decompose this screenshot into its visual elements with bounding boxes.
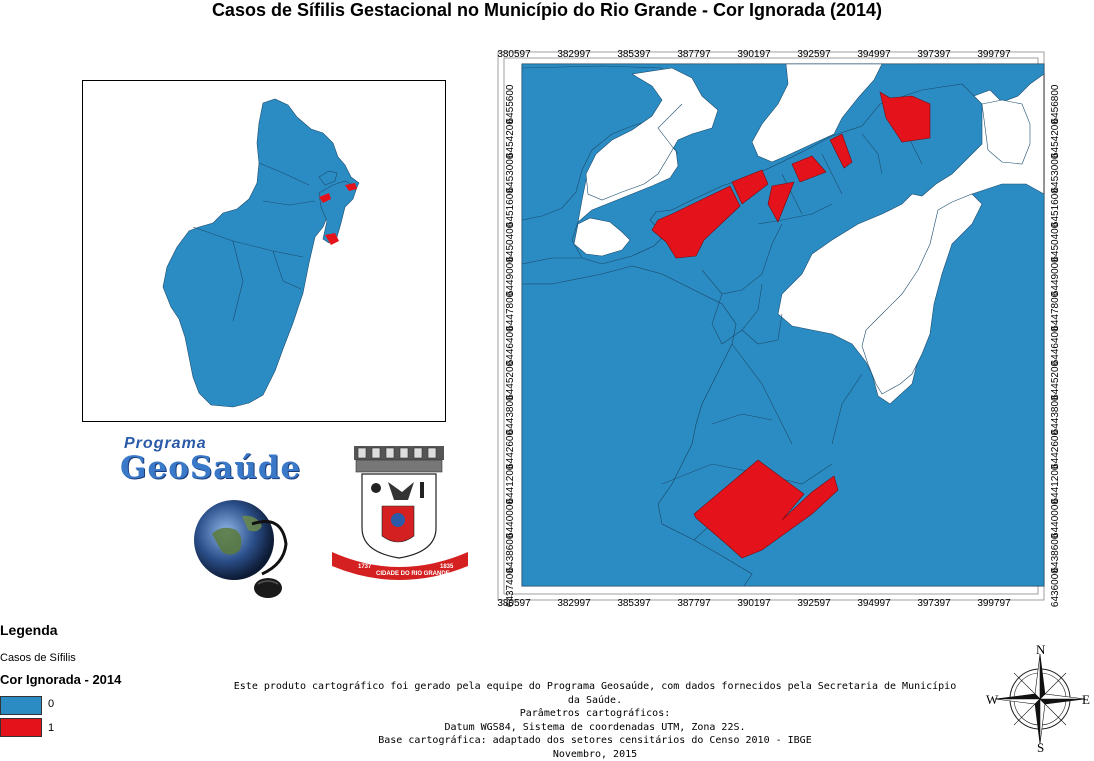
credits-line: Este produto cartográfico foi gerado pel… bbox=[230, 680, 960, 707]
seal-year-left: 1737 bbox=[358, 564, 372, 570]
compass-rose-icon: N S E W bbox=[986, 642, 1092, 753]
legend-swatch-1 bbox=[0, 718, 42, 737]
x-tick-top-label: 390197 bbox=[737, 49, 771, 60]
y-tick-right-label: 6436000 bbox=[1050, 568, 1061, 607]
y-tick-right-label: 6445200 bbox=[1050, 360, 1061, 399]
overview-map bbox=[82, 80, 446, 422]
overview-map-svg bbox=[83, 81, 445, 421]
legend-swatch-0 bbox=[0, 696, 42, 715]
main-map: 380597 382997 385397 387797 390197 392597 3949… bbox=[482, 44, 1072, 610]
credits-line: Base cartográfica: adaptado dos setores … bbox=[230, 734, 960, 748]
credits-line: Parâmetros cartográficos: bbox=[230, 707, 960, 721]
y-tick-right-label: 6442600 bbox=[1050, 430, 1061, 469]
y-tick-right-label: 6450400 bbox=[1050, 222, 1061, 261]
seal-band-text: CIDADE DO RIO GRANDE bbox=[376, 571, 450, 577]
y-tick-left-label: 6442600 bbox=[505, 430, 516, 469]
y-tick-right-label: 6449000 bbox=[1050, 257, 1061, 296]
x-tick-top-label: 399797 bbox=[977, 49, 1011, 60]
y-tick-left-label: 6455600 bbox=[505, 84, 516, 123]
y-tick-left-label: 6451600 bbox=[505, 188, 516, 227]
seal-year-right: 1835 bbox=[440, 564, 454, 570]
legend-label-1: 1 bbox=[48, 722, 54, 734]
x-tick-top-label: 397397 bbox=[917, 49, 951, 60]
x-tick-top-label: 392597 bbox=[797, 49, 831, 60]
y-tick-left-label: 6447800 bbox=[505, 291, 516, 330]
x-tick-top-label: 382997 bbox=[557, 49, 591, 60]
x-tick-bottom-label: 385397 bbox=[617, 598, 651, 609]
compass-w: W bbox=[986, 692, 999, 707]
y-tick-left-label: 6446400 bbox=[505, 326, 516, 365]
credits-line: Datum WGS84, Sistema de coordenadas UTM,… bbox=[230, 721, 960, 735]
legend-title: Legenda bbox=[0, 622, 58, 638]
y-tick-left-label: 6453000 bbox=[505, 153, 516, 192]
y-tick-right-label: 6454200 bbox=[1050, 119, 1061, 158]
y-ticks-right: 6456800645420064530006451600645040064490… bbox=[1050, 84, 1061, 607]
legend-layer-name: Cor Ignorada - 2014 bbox=[0, 672, 121, 687]
x-tick-bottom-label: 392597 bbox=[797, 598, 831, 609]
y-tick-right-label: 6441200 bbox=[1050, 464, 1061, 503]
x-tick-top-label: 380597 bbox=[497, 49, 531, 60]
x-tick-bottom-label: 397397 bbox=[917, 598, 951, 609]
main-map-svg: 380597 382997 385397 387797 390197 392597 3949… bbox=[482, 44, 1072, 610]
y-tick-left-label: 6441200 bbox=[505, 464, 516, 503]
x-tick-top-label: 394997 bbox=[857, 49, 891, 60]
y-tick-left-label: 6437400 bbox=[505, 568, 516, 607]
compass-e: E bbox=[1082, 692, 1090, 707]
y-tick-left-label: 6443800 bbox=[505, 395, 516, 434]
legend-subtitle: Casos de Sífilis bbox=[0, 652, 76, 664]
y-tick-left-label: 6440000 bbox=[505, 499, 516, 538]
city-seal-logo: 1737 CIDADE DO RIO GRANDE 1835 bbox=[328, 444, 478, 584]
y-tick-right-label: 6446400 bbox=[1050, 326, 1061, 365]
compass-n: N bbox=[1036, 642, 1046, 657]
y-tick-right-label: 6438600 bbox=[1050, 533, 1061, 572]
map-title: Casos de Sífilis Gestacional no Municípi… bbox=[0, 0, 1094, 20]
y-tick-left-label: 6449000 bbox=[505, 257, 516, 296]
x-tick-bottom-label: 394997 bbox=[857, 598, 891, 609]
credits-line: Novembro, 2015 bbox=[230, 748, 960, 761]
y-tick-right-label: 6456800 bbox=[1050, 84, 1061, 123]
y-tick-right-label: 6440000 bbox=[1050, 499, 1061, 538]
y-tick-right-label: 6447800 bbox=[1050, 291, 1061, 330]
globe-mouse-logo bbox=[192, 494, 292, 604]
x-ticks-top: 380597 382997 385397 387797 390197 392597 3949… bbox=[497, 49, 1011, 60]
x-tick-top-label: 385397 bbox=[617, 49, 651, 60]
y-tick-left-label: 6445200 bbox=[505, 360, 516, 399]
y-tick-left-label: 6450400 bbox=[505, 222, 516, 261]
y-tick-left-label: 6454200 bbox=[505, 119, 516, 158]
legend-label-0: 0 bbox=[48, 698, 54, 710]
credits-block: Este produto cartográfico foi gerado pel… bbox=[230, 680, 960, 761]
x-tick-top-label: 387797 bbox=[677, 49, 711, 60]
x-tick-bottom-label: 399797 bbox=[977, 598, 1011, 609]
municipality-region bbox=[163, 99, 359, 407]
x-tick-bottom-label: 390197 bbox=[737, 598, 771, 609]
x-tick-bottom-label: 382997 bbox=[557, 598, 591, 609]
compass-s: S bbox=[1037, 740, 1044, 753]
x-tick-bottom-label: 387797 bbox=[677, 598, 711, 609]
geosaude-logo-text: GeoSaúde bbox=[120, 450, 301, 486]
y-ticks-left: 6455600645420064530006451600645040064490… bbox=[505, 84, 516, 607]
y-tick-right-label: 6451600 bbox=[1050, 188, 1061, 227]
y-tick-right-label: 6453000 bbox=[1050, 153, 1061, 192]
y-tick-right-label: 6443800 bbox=[1050, 395, 1061, 434]
y-tick-left-label: 6438600 bbox=[505, 533, 516, 572]
